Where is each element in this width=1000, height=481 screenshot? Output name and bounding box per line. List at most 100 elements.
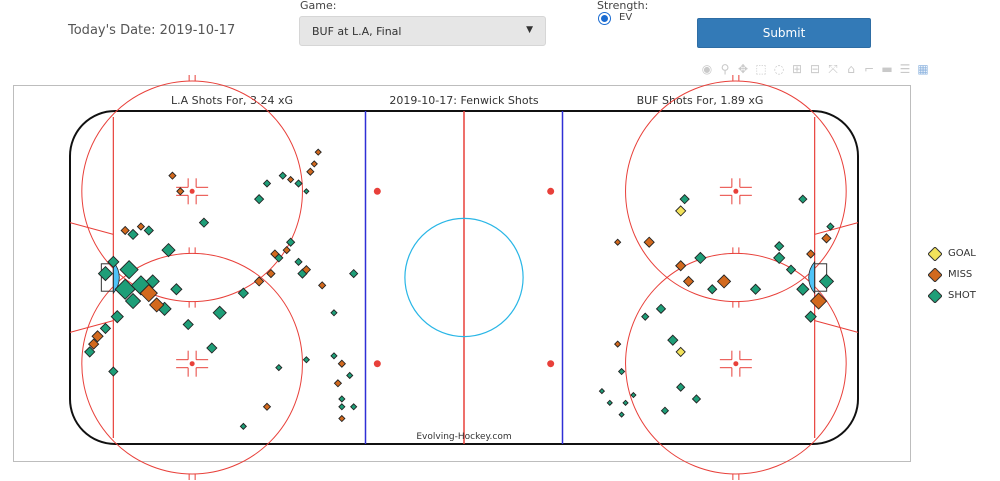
shot-marker-miss[interactable]: [120, 225, 130, 236]
shot-marker-miss[interactable]: [318, 281, 327, 290]
shot-marker-shot[interactable]: [330, 352, 338, 360]
shot-marker-shot[interactable]: [253, 194, 265, 205]
shot-marker-miss[interactable]: [806, 249, 816, 259]
shot-marker-shot[interactable]: [84, 346, 96, 358]
shot-marker-miss[interactable]: [310, 160, 318, 168]
shot-marker-shot[interactable]: [275, 363, 283, 372]
shot-marker-shot[interactable]: [617, 367, 626, 376]
shot-marker-miss[interactable]: [262, 402, 272, 411]
shot-marker-shot[interactable]: [294, 257, 303, 266]
shot-marker-shot[interactable]: [107, 255, 120, 268]
shot-marker-miss[interactable]: [338, 414, 346, 423]
shot-marker-shot[interactable]: [749, 283, 762, 295]
shot-marker-shot[interactable]: [606, 399, 613, 407]
shot-marker-shot[interactable]: [655, 303, 667, 314]
shot-marker-shot[interactable]: [198, 217, 210, 228]
submit-button[interactable]: Submit: [697, 18, 871, 48]
autoscale-icon[interactable]: ⤧: [828, 62, 838, 76]
shot-marker-shot[interactable]: [330, 309, 338, 317]
shot-marker-miss[interactable]: [682, 275, 695, 288]
shot-marker-shot[interactable]: [785, 264, 797, 275]
legend-item-shot[interactable]: SHOT: [928, 285, 976, 306]
shot-marker-miss[interactable]: [716, 274, 732, 289]
zoom-in-icon[interactable]: ⊞: [791, 62, 803, 76]
shot-marker-goal[interactable]: [675, 346, 686, 358]
shot-marker-shot[interactable]: [598, 387, 606, 395]
box-select-icon[interactable]: ⬚: [755, 62, 767, 76]
shot-marker-shot[interactable]: [302, 356, 311, 364]
shot-marker-miss[interactable]: [282, 245, 291, 255]
shot-marker-miss[interactable]: [176, 187, 185, 196]
shot-marker-shot[interactable]: [294, 179, 303, 188]
shot-marker-shot[interactable]: [796, 282, 810, 296]
spike-lines-icon[interactable]: ⌐: [863, 62, 875, 76]
shot-marker-miss[interactable]: [139, 284, 158, 303]
lasso-icon[interactable]: ◌: [773, 62, 785, 76]
shot-marker-shot[interactable]: [660, 406, 670, 415]
shot-marker-shot[interactable]: [618, 411, 625, 418]
shot-marker-shot[interactable]: [349, 268, 359, 279]
shot-marker-miss[interactable]: [253, 276, 265, 287]
shot-marker-shot[interactable]: [630, 391, 637, 399]
shot-marker-shot[interactable]: [278, 171, 287, 180]
shot-marker-miss[interactable]: [306, 167, 315, 176]
shot-marker-shot[interactable]: [161, 242, 176, 258]
shot-marker-shot[interactable]: [707, 284, 718, 295]
shot-marker-shot[interactable]: [127, 228, 139, 241]
shot-marker-shot[interactable]: [262, 179, 272, 188]
shot-marker-shot[interactable]: [774, 241, 785, 252]
shot-marker-miss[interactable]: [333, 379, 343, 388]
shot-marker-shot[interactable]: [212, 305, 227, 320]
shot-marker-shot[interactable]: [110, 310, 124, 324]
shot-marker-shot[interactable]: [206, 342, 218, 354]
shot-marker-shot[interactable]: [338, 395, 346, 403]
shot-marker-miss[interactable]: [136, 222, 146, 231]
shot-marker-miss[interactable]: [287, 175, 295, 184]
zoom-out-icon[interactable]: ⊟: [809, 62, 821, 76]
shot-marker-goal[interactable]: [675, 205, 687, 217]
shot-marker-shot[interactable]: [350, 403, 358, 411]
shot-marker-shot[interactable]: [691, 394, 702, 404]
shot-marker-shot[interactable]: [622, 399, 629, 407]
shot-marker-shot[interactable]: [818, 273, 835, 290]
shot-marker-shot[interactable]: [679, 194, 690, 205]
shot-marker-miss[interactable]: [643, 236, 655, 248]
pan-icon[interactable]: ✥: [737, 62, 749, 76]
shot-marker-miss[interactable]: [809, 292, 828, 310]
shot-marker-shot[interactable]: [145, 274, 160, 289]
camera-icon[interactable]: ◉: [701, 62, 713, 76]
shot-marker-shot[interactable]: [97, 265, 114, 282]
shot-marker-shot[interactable]: [108, 366, 119, 377]
shot-marker-shot[interactable]: [826, 222, 835, 231]
shot-marker-miss[interactable]: [168, 171, 177, 180]
shot-marker-shot[interactable]: [143, 225, 154, 236]
shot-marker-miss[interactable]: [314, 148, 322, 156]
zoom-icon[interactable]: ⚲: [720, 62, 730, 76]
shot-marker-miss[interactable]: [821, 233, 832, 244]
shot-marker-miss[interactable]: [614, 340, 622, 348]
shot-marker-shot[interactable]: [676, 382, 686, 392]
shot-marker-miss[interactable]: [88, 338, 100, 350]
shot-marker-shot[interactable]: [303, 188, 310, 195]
shot-marker-shot[interactable]: [804, 310, 817, 323]
shot-marker-miss[interactable]: [675, 260, 687, 272]
hover-compare-icon[interactable]: ☰: [899, 62, 911, 76]
legend-item-miss[interactable]: MISS: [928, 264, 976, 285]
plotly-logo-icon[interactable]: ▦: [917, 62, 929, 76]
shot-marker-shot[interactable]: [338, 403, 346, 411]
shot-marker-shot[interactable]: [641, 312, 650, 321]
shot-marker-shot[interactable]: [346, 371, 354, 380]
shot-marker-shot[interactable]: [286, 237, 296, 247]
legend-item-goal[interactable]: GOAL: [928, 243, 976, 264]
shot-marker-shot[interactable]: [119, 260, 139, 280]
shot-marker-shot[interactable]: [182, 318, 194, 331]
shot-marker-shot[interactable]: [237, 287, 249, 299]
shot-marker-miss[interactable]: [149, 297, 165, 313]
shot-marker-miss[interactable]: [270, 249, 280, 259]
game-select[interactable]: BUF at L.A, Final ▼: [299, 16, 546, 46]
strength-ev-radio[interactable]: [598, 12, 611, 25]
shot-marker-shot[interactable]: [694, 251, 707, 265]
shot-marker-shot[interactable]: [798, 194, 808, 204]
shot-marker-shot[interactable]: [239, 422, 247, 431]
